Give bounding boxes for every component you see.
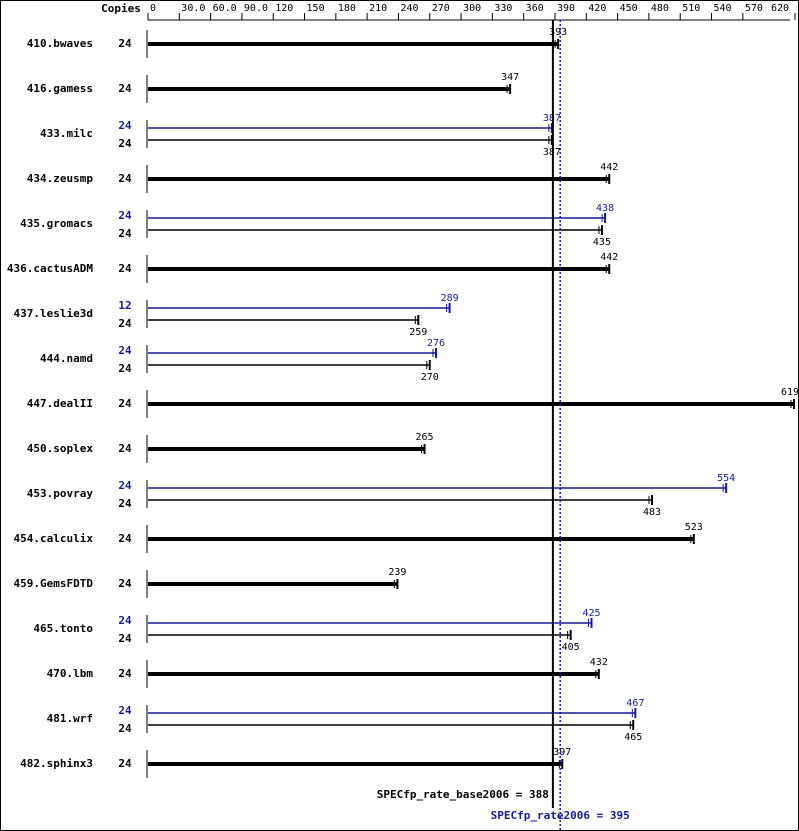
x-tick-label: 0 — [150, 3, 156, 14]
copies: 24 — [118, 262, 132, 275]
benchmark-label: 481.wrf — [47, 712, 93, 725]
value-label: 265 — [416, 432, 434, 443]
value-label: 347 — [501, 72, 519, 83]
benchmark-label: 450.soplex — [27, 442, 94, 455]
x-tick-label: 300 — [463, 3, 481, 14]
x-tick-label: 240 — [400, 3, 418, 14]
value-label: 270 — [421, 372, 439, 383]
reference-label: SPECfp_rate2006 = 395 — [491, 809, 630, 822]
benchmark-label: 453.povray — [27, 487, 94, 500]
benchmark-label: 437.leslie3d — [14, 307, 93, 320]
value-label: 393 — [549, 27, 567, 38]
copies: 24 — [118, 317, 132, 330]
value-label: 523 — [685, 522, 703, 533]
x-tick-label: 180 — [338, 3, 356, 14]
copies: 24 — [118, 442, 132, 455]
benchmark-label: 434.zeusmp — [27, 172, 94, 185]
value-label: 442 — [600, 252, 618, 263]
copies: 24 — [118, 227, 132, 240]
value-label: 239 — [388, 567, 406, 578]
copies: 24 — [118, 119, 132, 132]
value-label: 289 — [441, 293, 459, 304]
value-label: 438 — [596, 203, 614, 214]
copies: 24 — [118, 479, 132, 492]
value-label: 483 — [643, 507, 661, 518]
value-label: 405 — [562, 642, 580, 653]
benchmark-label: 416.gamess — [27, 82, 93, 95]
value-label: 442 — [600, 162, 618, 173]
value-label: 467 — [626, 698, 644, 709]
copies: 24 — [118, 722, 132, 735]
value-label: 397 — [553, 747, 571, 758]
benchmark-label: 410.bwaves — [27, 37, 93, 50]
x-tick-label: 150 — [307, 3, 325, 14]
copies: 24 — [118, 362, 132, 375]
copies: 24 — [118, 344, 132, 357]
x-tick-label: 120 — [275, 3, 293, 14]
x-tick-label: 570 — [745, 3, 763, 14]
x-tick-label: 420 — [588, 3, 606, 14]
value-label: 619 — [781, 387, 799, 398]
value-label: 259 — [409, 327, 427, 338]
copies: 24 — [118, 209, 132, 222]
copies: 24 — [118, 757, 132, 770]
benchmark-label: 447.dealII — [27, 397, 93, 410]
value-label: 387 — [543, 147, 561, 158]
benchmark-label: 470.lbm — [47, 667, 94, 680]
copies: 24 — [118, 82, 132, 95]
benchmark-label: 435.gromacs — [20, 217, 93, 230]
benchmark-label: 465.tonto — [33, 622, 93, 635]
copies: 24 — [118, 667, 132, 680]
value-label: 387 — [543, 113, 561, 124]
copies: 24 — [118, 577, 132, 590]
value-label: 432 — [590, 657, 608, 668]
x-tick-label: 620 — [771, 3, 789, 14]
benchmark-label: 459.GemsFDTD — [14, 577, 94, 590]
copies: 24 — [118, 632, 132, 645]
value-label: 554 — [717, 473, 735, 484]
value-label: 465 — [624, 732, 642, 743]
x-tick-label: 540 — [714, 3, 732, 14]
x-tick-label: 90.0 — [244, 3, 268, 14]
x-tick-label: 270 — [432, 3, 450, 14]
value-label: 425 — [582, 608, 600, 619]
copies: 24 — [118, 397, 132, 410]
copies: 12 — [118, 299, 131, 312]
copies: 24 — [118, 37, 132, 50]
x-tick-label: 510 — [682, 3, 700, 14]
value-label: 435 — [593, 237, 611, 248]
reference-label: SPECfp_rate_base2006 = 388 — [377, 788, 549, 801]
copies-header: Copies — [101, 2, 141, 15]
x-tick-label: 480 — [651, 3, 669, 14]
copies: 24 — [118, 614, 132, 627]
x-tick-label: 60.0 — [213, 3, 237, 14]
benchmark-label: 433.milc — [40, 127, 93, 140]
benchmark-label: 444.namd — [40, 352, 93, 365]
copies: 24 — [118, 137, 132, 150]
benchmark-label: 436.cactusADM — [7, 262, 93, 275]
x-tick-label: 330 — [494, 3, 512, 14]
x-tick-label: 360 — [526, 3, 544, 14]
copies: 24 — [118, 704, 132, 717]
copies: 24 — [118, 172, 132, 185]
x-tick-label: 210 — [369, 3, 387, 14]
copies: 24 — [118, 532, 132, 545]
copies: 24 — [118, 497, 132, 510]
x-tick-label: 450 — [620, 3, 638, 14]
benchmark-label: 454.calculix — [14, 532, 94, 545]
x-tick-label: 30.0 — [181, 3, 205, 14]
x-tick-label: 390 — [557, 3, 575, 14]
value-label: 276 — [427, 338, 445, 349]
benchmark-label: 482.sphinx3 — [20, 757, 93, 770]
